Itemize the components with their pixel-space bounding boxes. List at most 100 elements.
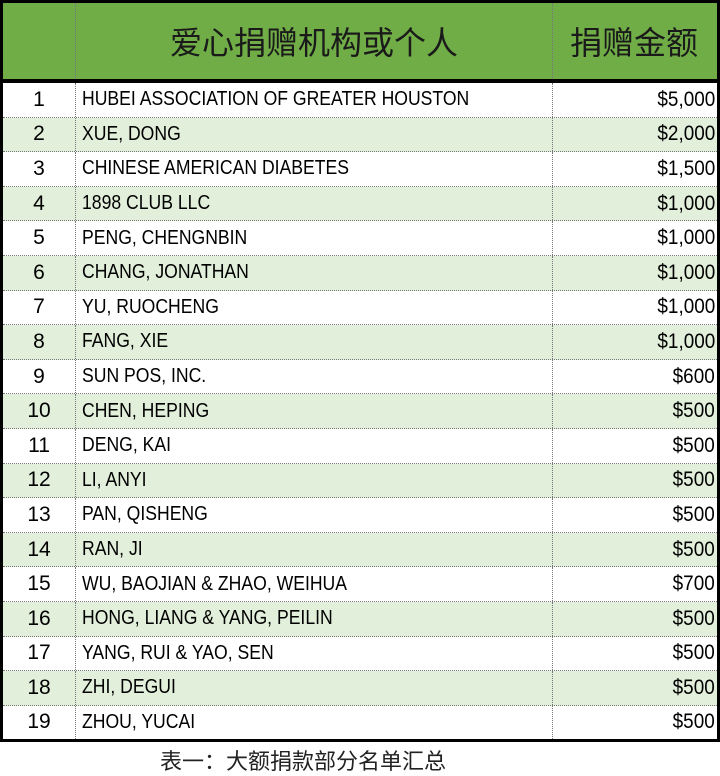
donor-name-text: CHEN, HEPING bbox=[82, 399, 210, 422]
table-row: 19 ZHOU, YUCAI $500 bbox=[3, 705, 717, 740]
donor-name: YANG, RUI & YAO, SEN bbox=[76, 636, 553, 671]
table-row: 13 PAN, QISHENG $500 bbox=[3, 498, 717, 533]
donation-amount-text: $500 bbox=[672, 675, 715, 699]
donation-amount-text: $500 bbox=[672, 502, 715, 526]
donor-name: FANG, XIE bbox=[76, 325, 553, 359]
row-number: 13 bbox=[3, 498, 76, 532]
donor-name: DENG, KAI bbox=[76, 428, 553, 463]
table-row: 16 HONG, LIANG & YANG, PEILIN $500 bbox=[3, 601, 717, 637]
donation-amount: $1,000 bbox=[553, 291, 717, 325]
donor-name-text: HUBEI ASSOCIATION OF GREATER HOUSTON bbox=[82, 88, 470, 111]
donor-name-text: CHINESE AMERICAN DIABETES bbox=[82, 157, 349, 180]
donation-amount: $1,000 bbox=[553, 325, 717, 359]
donor-name-text: YANG, RUI & YAO, SEN bbox=[82, 641, 274, 664]
row-number: 7 bbox=[3, 290, 76, 325]
header-donor: 爱心捐赠机构或个人 bbox=[76, 3, 553, 79]
row-number: 17 bbox=[3, 636, 76, 671]
table-row: 14 RAN, JI $500 bbox=[3, 532, 717, 568]
table-row: 11 DENG, KAI $500 bbox=[3, 428, 717, 464]
donation-amount: $1,000 bbox=[553, 221, 717, 255]
donor-name: XUE, DONG bbox=[76, 117, 553, 152]
table-row: 1 HUBEI ASSOCIATION OF GREATER HOUSTON $… bbox=[3, 83, 717, 118]
donation-table: 爱心捐赠机构或个人 捐赠金额 1 HUBEI ASSOCIATION OF GR… bbox=[0, 0, 720, 743]
table-row: 2 XUE, DONG $2,000 bbox=[3, 117, 717, 153]
donation-amount-text: $5,000 bbox=[657, 87, 715, 111]
donation-amount-text: $500 bbox=[672, 433, 715, 457]
donor-name: ZHI, DEGUI bbox=[76, 671, 553, 705]
table-row: 15 WU, BAOJIAN & ZHAO, WEIHUA $700 bbox=[3, 567, 717, 602]
donation-amount: $5,000 bbox=[553, 83, 717, 117]
row-number: 3 bbox=[3, 152, 76, 186]
row-number: 19 bbox=[3, 705, 76, 740]
donation-amount: $700 bbox=[553, 567, 717, 601]
donor-name-text: ZHI, DEGUI bbox=[82, 676, 176, 699]
donor-name: CHANG, JONATHAN bbox=[76, 255, 553, 290]
donation-amount: $1,500 bbox=[553, 152, 717, 186]
donor-name-text: LI, ANYI bbox=[82, 468, 147, 491]
donation-amount-text: $1,000 bbox=[657, 295, 715, 319]
table-row: 7 YU, RUOCHENG $1,000 bbox=[3, 290, 717, 326]
row-number: 10 bbox=[3, 394, 76, 428]
table-row: 12 LI, ANYI $500 bbox=[3, 463, 717, 499]
table-caption: 表一：大额捐款部分名单汇总 bbox=[160, 750, 447, 775]
donation-amount-text: $1,500 bbox=[657, 156, 715, 180]
row-number: 5 bbox=[3, 221, 76, 255]
donor-name: PAN, QISHENG bbox=[76, 498, 553, 532]
row-number: 12 bbox=[3, 463, 76, 498]
donor-name-text: DENG, KAI bbox=[82, 434, 172, 457]
donation-amount-text: $700 bbox=[672, 572, 715, 596]
donor-name: ZHOU, YUCAI bbox=[76, 705, 553, 740]
donation-amount-text: $500 bbox=[672, 606, 715, 630]
table-header: 爱心捐赠机构或个人 捐赠金额 bbox=[3, 3, 717, 83]
header-amount: 捐赠金额 bbox=[569, 24, 698, 62]
row-number: 18 bbox=[3, 671, 76, 705]
donor-name: RAN, JI bbox=[76, 532, 553, 567]
table-row: 5 PENG, CHENGNBIN $1,000 bbox=[3, 221, 717, 256]
table-row: 3 CHINESE AMERICAN DIABETES $1,500 bbox=[3, 152, 717, 187]
donor-name-text: SUN POS, INC. bbox=[82, 365, 207, 388]
donor-name-text: PAN, QISHENG bbox=[82, 503, 208, 526]
donation-amount-text: $1,000 bbox=[657, 226, 715, 250]
donation-amount: $500 bbox=[553, 394, 717, 428]
donation-amount-text: $500 bbox=[672, 399, 715, 423]
donation-amount: $500 bbox=[553, 533, 717, 567]
header-number bbox=[3, 3, 76, 79]
donor-name-text: YU, RUOCHENG bbox=[82, 295, 219, 318]
table-row: 10 CHEN, HEPING $500 bbox=[3, 394, 717, 429]
donor-name: PENG, CHENGNBIN bbox=[76, 221, 553, 255]
donation-amount-text: $1,000 bbox=[657, 191, 715, 215]
donation-amount: $1,000 bbox=[553, 256, 717, 290]
donation-amount-text: $1,000 bbox=[657, 260, 715, 284]
row-number: 15 bbox=[3, 567, 76, 601]
row-number: 11 bbox=[3, 428, 76, 463]
table-row: 8 FANG, XIE $1,000 bbox=[3, 325, 717, 360]
row-number: 14 bbox=[3, 532, 76, 567]
donation-amount-text: $500 bbox=[672, 710, 715, 734]
donor-name-text: RAN, JI bbox=[82, 538, 143, 561]
donor-name-text: 1898 CLUB LLC bbox=[82, 192, 211, 215]
donor-name: YU, RUOCHENG bbox=[76, 290, 553, 325]
donation-amount: $500 bbox=[553, 429, 717, 463]
row-number: 8 bbox=[3, 325, 76, 359]
row-number: 16 bbox=[3, 601, 76, 636]
donor-name: CHEN, HEPING bbox=[76, 394, 553, 428]
donor-name: HONG, LIANG & YANG, PEILIN bbox=[76, 601, 553, 636]
donor-name-text: HONG, LIANG & YANG, PEILIN bbox=[82, 607, 333, 630]
donation-amount: $500 bbox=[553, 464, 717, 498]
donation-amount: $500 bbox=[553, 671, 717, 705]
row-number: 6 bbox=[3, 255, 76, 290]
donation-amount-text: $500 bbox=[672, 468, 715, 492]
donation-amount-text: $500 bbox=[672, 537, 715, 561]
row-number: 2 bbox=[3, 117, 76, 152]
donor-name-text: WU, BAOJIAN & ZHAO, WEIHUA bbox=[82, 572, 348, 595]
donor-name: WU, BAOJIAN & ZHAO, WEIHUA bbox=[76, 567, 553, 601]
table-row: 9 SUN POS, INC. $600 bbox=[3, 359, 717, 395]
donation-amount: $2,000 bbox=[553, 118, 717, 152]
donor-name: LI, ANYI bbox=[76, 463, 553, 498]
donation-amount: $500 bbox=[553, 706, 717, 740]
donation-amount: $500 bbox=[553, 498, 717, 532]
donation-amount: $500 bbox=[553, 637, 717, 671]
donor-name-text: ZHOU, YUCAI bbox=[82, 710, 196, 733]
donor-name: CHINESE AMERICAN DIABETES bbox=[76, 152, 553, 186]
row-number: 9 bbox=[3, 359, 76, 394]
